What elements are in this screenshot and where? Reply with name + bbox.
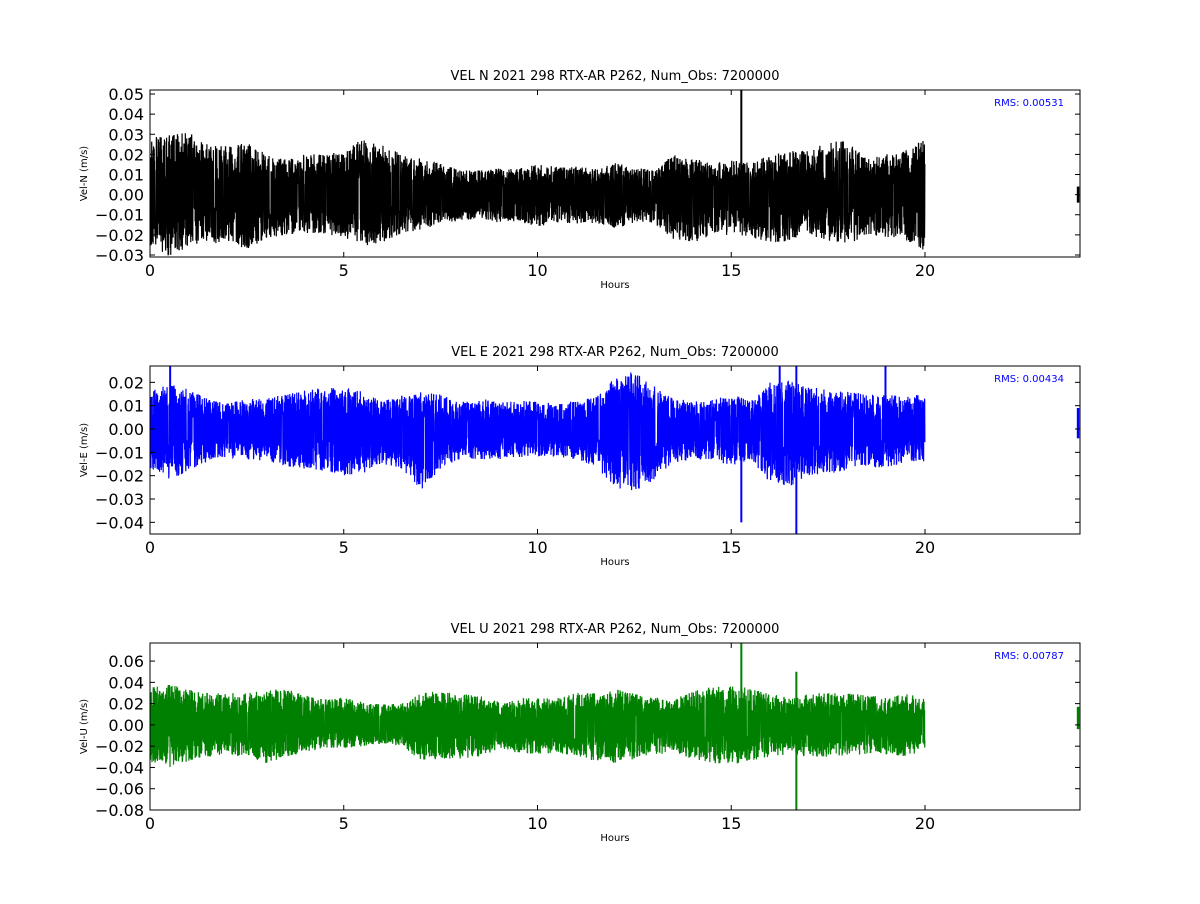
y-tick-label: 0.03 bbox=[108, 125, 144, 144]
x-axis-label: Hours bbox=[600, 557, 629, 568]
chart-title: VEL E 2021 298 RTX-AR P262, Num_Obs: 720… bbox=[451, 345, 778, 360]
axes-frame bbox=[149, 642, 1081, 811]
y-tick-label: −0.03 bbox=[95, 490, 144, 509]
y-tick-label: −0.01 bbox=[95, 206, 144, 225]
chart-title: VEL U 2021 298 RTX-AR P262, Num_Obs: 720… bbox=[451, 622, 780, 637]
chart-panel-0: VEL N 2021 298 RTX-AR P262, Num_Obs: 720… bbox=[79, 69, 1081, 291]
series-line bbox=[150, 372, 926, 491]
y-tick-label: −0.08 bbox=[95, 801, 144, 820]
x-tick-label: 20 bbox=[915, 261, 935, 280]
y-axis-label: Vel-E (m/s) bbox=[79, 423, 90, 477]
y-tick-label: −0.01 bbox=[95, 443, 144, 462]
x-axis-label: Hours bbox=[600, 280, 629, 291]
x-tick-label: 5 bbox=[339, 261, 349, 280]
x-tick-label: 5 bbox=[339, 814, 349, 833]
chart-panel-2: VEL U 2021 298 RTX-AR P262, Num_Obs: 720… bbox=[79, 622, 1081, 844]
x-tick-label: 15 bbox=[721, 538, 741, 557]
x-tick-label: 0 bbox=[145, 814, 155, 833]
y-tick-label: 0.00 bbox=[108, 716, 144, 735]
x-tick-label: 5 bbox=[339, 538, 349, 557]
series-line bbox=[150, 133, 926, 256]
y-tick-label: 0.06 bbox=[108, 652, 144, 671]
x-tick-label: 10 bbox=[527, 814, 547, 833]
axes-frame bbox=[149, 365, 1081, 535]
x-tick-label: 20 bbox=[915, 814, 935, 833]
y-tick-label: 0.02 bbox=[108, 373, 144, 392]
x-axis-label: Hours bbox=[600, 833, 629, 844]
rms-annotation: RMS: 0.00434 bbox=[994, 374, 1064, 385]
x-tick-label: 15 bbox=[721, 261, 741, 280]
x-tick-label: 0 bbox=[145, 538, 155, 557]
y-tick-label: −0.04 bbox=[95, 758, 144, 777]
x-tick-label: 15 bbox=[721, 814, 741, 833]
y-tick-label: 0.01 bbox=[108, 166, 144, 185]
y-tick-label: 0.04 bbox=[108, 105, 144, 124]
y-axis-label: Vel-U (m/s) bbox=[79, 699, 90, 754]
y-tick-label: 0.01 bbox=[108, 397, 144, 416]
axes-frame bbox=[149, 89, 1081, 258]
x-tick-label: 20 bbox=[915, 538, 935, 557]
y-tick-label: −0.04 bbox=[95, 513, 144, 532]
y-tick-label: −0.06 bbox=[95, 780, 144, 799]
y-tick-label: 0.02 bbox=[108, 695, 144, 714]
y-tick-label: 0.04 bbox=[108, 673, 144, 692]
y-tick-label: −0.03 bbox=[95, 246, 144, 265]
y-tick-label: 0.00 bbox=[108, 420, 144, 439]
series-line bbox=[150, 684, 926, 768]
x-tick-label: 0 bbox=[145, 261, 155, 280]
y-tick-label: −0.02 bbox=[95, 226, 144, 245]
rms-annotation: RMS: 0.00531 bbox=[994, 98, 1064, 109]
y-tick-label: −0.02 bbox=[95, 737, 144, 756]
x-tick-label: 10 bbox=[527, 538, 547, 557]
chart-panel-1: VEL E 2021 298 RTX-AR P262, Num_Obs: 720… bbox=[79, 345, 1081, 568]
y-tick-label: −0.02 bbox=[95, 467, 144, 486]
rms-annotation: RMS: 0.00787 bbox=[994, 651, 1064, 662]
y-tick-label: 0.05 bbox=[108, 85, 144, 104]
x-tick-label: 10 bbox=[527, 261, 547, 280]
y-tick-label: 0.00 bbox=[108, 186, 144, 205]
y-axis-label: Vel-N (m/s) bbox=[79, 146, 90, 201]
y-tick-label: 0.02 bbox=[108, 145, 144, 164]
chart-title: VEL N 2021 298 RTX-AR P262, Num_Obs: 720… bbox=[451, 69, 780, 84]
